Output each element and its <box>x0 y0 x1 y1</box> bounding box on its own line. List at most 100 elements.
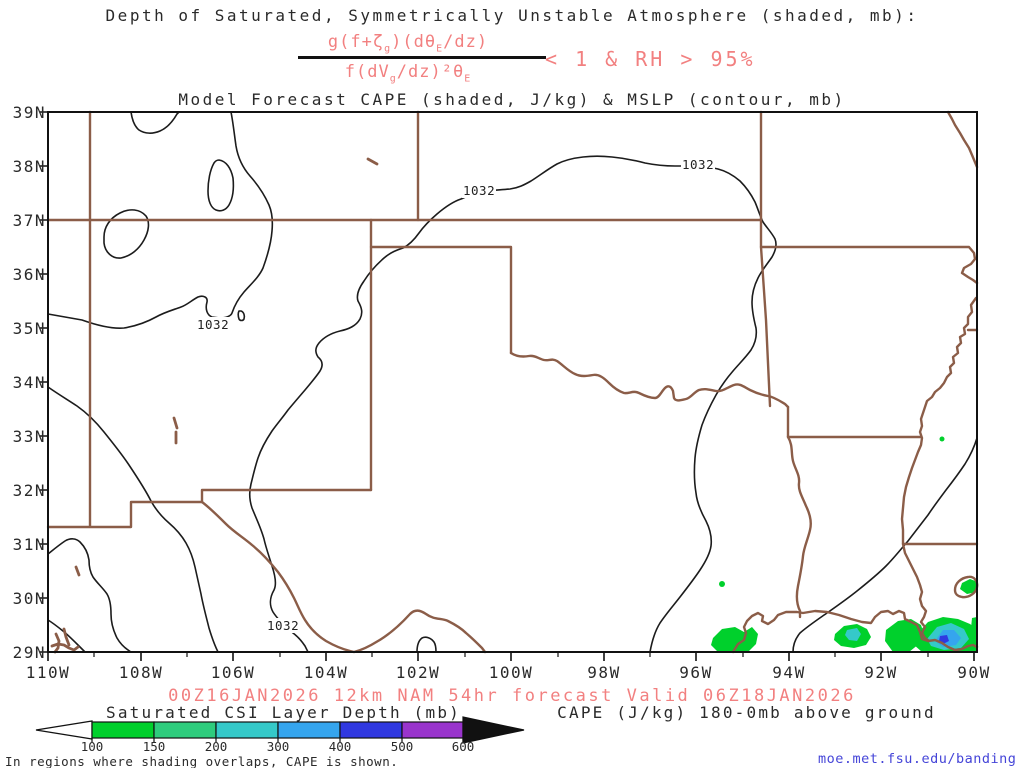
csi-shading-regions <box>711 436 978 652</box>
contour-top-notch <box>130 111 180 134</box>
colorbar <box>35 716 525 744</box>
lon-label-90w: 90W <box>957 663 991 682</box>
formula-den-a: f(dV <box>344 62 390 82</box>
colorbar-tick-500: 500 <box>390 739 414 754</box>
lon-label-100w: 100W <box>488 663 534 682</box>
shade-green-edge <box>971 617 977 633</box>
contour-west-texas <box>47 386 219 653</box>
lat-ticks <box>40 111 48 653</box>
lon-label-104w: 104W <box>303 663 349 682</box>
lon-label-94w: 94W <box>772 663 806 682</box>
contour-bottom-loop <box>416 636 437 653</box>
colorbar-tick-150: 150 <box>142 739 166 754</box>
lat-label-34n: 34N <box>12 373 46 392</box>
border-ok-panhandle <box>369 245 513 355</box>
formula-den-a-sub: g <box>389 73 397 85</box>
mslp-contours <box>47 111 978 653</box>
formula-num-a-sub: g <box>384 43 392 55</box>
lon-label-108w: 108W <box>118 663 164 682</box>
source-url: moe.met.fsu.edu/banding <box>818 751 1017 767</box>
state-borders <box>46 110 979 654</box>
overlap-footnote: In regions where shading overlaps, CAPE … <box>5 754 399 768</box>
shade-teal-mid <box>845 628 861 641</box>
isobar-label-3: 1032 <box>196 317 231 332</box>
isobar-label-4: 1032 <box>266 618 301 633</box>
gulf-coastline <box>731 609 979 654</box>
lat-label-37n: 37N <box>12 211 46 230</box>
contour-sw-short <box>47 619 86 653</box>
colorbar-seg-200 <box>215 721 279 739</box>
colorbar-tick-600: 600 <box>451 739 475 754</box>
shade-green-dot-1 <box>719 581 725 587</box>
lon-ticks-major <box>47 652 975 661</box>
river-rio-grande <box>200 500 487 654</box>
formula-numerator: g(f+ζg)(dθE/dz) <box>283 32 533 54</box>
colorbar-seg-400 <box>339 721 403 739</box>
isobar-label-2: 1032 <box>681 157 716 172</box>
river-mississippi-north <box>946 110 979 169</box>
colorbar-left-arrow <box>35 720 93 740</box>
lon-label-92w: 92W <box>864 663 898 682</box>
shade-green-pontchartrain <box>960 579 978 594</box>
contour-1032-arch <box>248 155 777 653</box>
lat-label-30n: 30N <box>12 589 46 608</box>
colorbar-boundary-ticks <box>91 738 464 742</box>
border-mo-ar-bootheel <box>759 245 979 285</box>
formula-condition: < 1 & RH > 95% <box>545 47 756 71</box>
formula-num-b-sub: E <box>436 43 444 55</box>
contour-1032-north-south <box>47 111 274 329</box>
lat-label-32n: 32N <box>12 481 46 500</box>
lon-label-110w: 110W <box>25 663 71 682</box>
formula-fraction-bar <box>298 56 546 59</box>
colorbar-seg-150 <box>153 721 217 739</box>
colorbar-seg-100 <box>91 721 155 739</box>
map-frame <box>40 111 978 661</box>
border-tx-ar-la <box>786 405 923 439</box>
contour-louisiana <box>792 437 978 653</box>
border-109w-bootheel <box>46 110 373 529</box>
contour-closed-egg <box>207 159 235 212</box>
river-mississippi-main <box>900 296 978 643</box>
colorbar-seg-500 <box>401 721 464 739</box>
legend-title-csi: Saturated CSI Layer Depth (mb) <box>106 703 461 722</box>
formula-num-c: /dz) <box>443 32 489 52</box>
lat-label-33n: 33N <box>12 427 46 446</box>
formula-num-a: g(f+ζ <box>327 32 385 52</box>
shade-green-dot-2 <box>939 436 945 442</box>
isobar-label-1: 1032 <box>462 183 497 198</box>
contour-closed-37n <box>103 209 150 259</box>
border-ks-mo-ok-ar <box>759 110 772 408</box>
colorbar-tick-300: 300 <box>266 739 290 754</box>
lon-ticks-minor <box>93 652 929 657</box>
contour-sw-corner <box>47 538 132 653</box>
formula-denominator: f(dVg/dz)²θE <box>283 62 533 84</box>
colorbar-tick-100: 100 <box>80 739 104 754</box>
lat-label-36n: 36N <box>12 265 46 284</box>
contour-tiny-cell <box>237 310 246 322</box>
lon-label-96w: 96W <box>679 663 713 682</box>
river-red <box>509 351 790 409</box>
chart-subtitle: Model Forecast CAPE (shaded, J/kg) & MSL… <box>178 90 846 109</box>
lat-label-35n: 35N <box>12 319 46 338</box>
lon-label-98w: 98W <box>587 663 621 682</box>
formula-num-b: )(dθ <box>391 32 437 52</box>
frame-rect <box>47 111 978 653</box>
colorbar-right-arrow <box>462 716 525 744</box>
forecast-valid-line: 00Z16JAN2026 12km NAM 54hr forecast Vali… <box>168 686 856 706</box>
lat-label-31n: 31N <box>12 535 46 554</box>
formula-den-b-sub: E <box>464 73 472 85</box>
river-small-marks <box>50 157 379 654</box>
legend-title-cape: CAPE (J/kg) 180-0mb above ground <box>557 703 936 722</box>
lat-label-29n: 29N <box>12 643 46 662</box>
colorbar-tick-400: 400 <box>328 739 352 754</box>
colorbar-tick-200: 200 <box>204 739 228 754</box>
lon-label-102w: 102W <box>395 663 441 682</box>
colorbar-seg-300 <box>277 721 341 739</box>
river-sabine <box>786 435 812 619</box>
lon-label-106w: 106W <box>210 663 256 682</box>
lat-label-38n: 38N <box>12 157 46 176</box>
formula-den-b: /dz)²θ <box>396 62 465 82</box>
lat-label-39n: 39N <box>12 103 46 122</box>
